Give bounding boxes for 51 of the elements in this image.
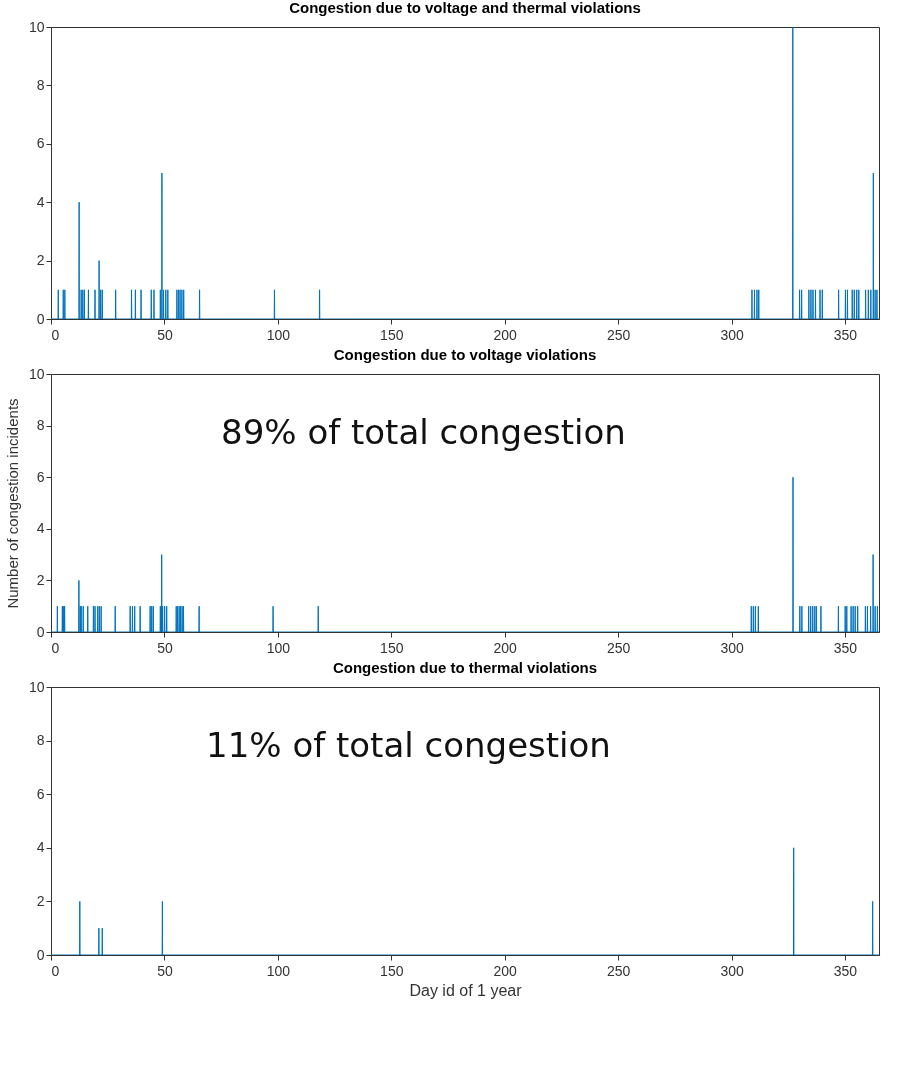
x-tick-label: 100 [266,639,291,656]
x-tick-label: 200 [493,962,518,979]
x-tick-label: 50 [157,639,173,656]
line-series [51,847,879,955]
y-tick-label: 6 [36,468,45,485]
x-tick-label: 350 [833,962,858,979]
x-tick-label: 250 [606,639,631,656]
x-tick-label: 150 [380,326,404,343]
y-tick-label: 0 [36,946,45,963]
y-tick-label: 6 [36,785,45,802]
chart-title: Congestion due to voltage and thermal violations [289,0,641,16]
x-tick-label: 250 [606,962,631,979]
y-tick-label: 10 [28,678,45,695]
x-tick-label: 200 [493,326,518,343]
y-tick-label: 4 [36,193,45,210]
annotation: 89% of total congestion [221,412,626,452]
x-tick-label: 300 [720,326,744,343]
x-tick-label: 50 [157,326,173,343]
chart-title: Congestion due to voltage violations [333,346,597,363]
x-tick-label: 150 [380,962,404,979]
y-tick-label: 2 [36,571,45,588]
y-tick-label: 4 [36,839,45,856]
x-axis-title: Day id of 1 year [409,981,523,999]
x-tick-label: 300 [720,639,744,656]
x-tick-label: 250 [606,326,631,343]
annotation: 11% of total congestion [206,725,611,765]
x-tick-label: 200 [493,639,518,656]
x-tick-label: 50 [157,962,173,979]
y-tick-label: 0 [36,310,45,327]
x-tick-label: 350 [833,326,858,343]
y-tick-label: 2 [36,892,45,909]
line-series [51,476,879,632]
y-tick-label: 8 [36,732,45,749]
x-tick-label: 100 [266,962,291,979]
y-axis-title: Number of congestion incidents [3,398,21,609]
x-tick-label: 300 [720,962,744,979]
x-tick-label: 350 [833,639,858,656]
x-tick-label: 0 [51,639,60,656]
y-tick-label: 10 [28,365,45,382]
y-tick-label: 10 [28,18,45,35]
x-tick-label: 0 [51,962,60,979]
x-tick-label: 0 [51,326,60,343]
y-tick-label: 8 [36,76,45,93]
y-tick-label: 6 [36,135,45,152]
y-tick-label: 2 [36,252,45,269]
x-tick-label: 150 [380,639,404,656]
y-tick-label: 8 [36,417,45,434]
chart-title: Congestion due to thermal violations [332,659,598,676]
y-tick-label: 4 [36,520,45,537]
x-tick-label: 100 [266,326,291,343]
y-tick-label: 0 [36,623,45,640]
